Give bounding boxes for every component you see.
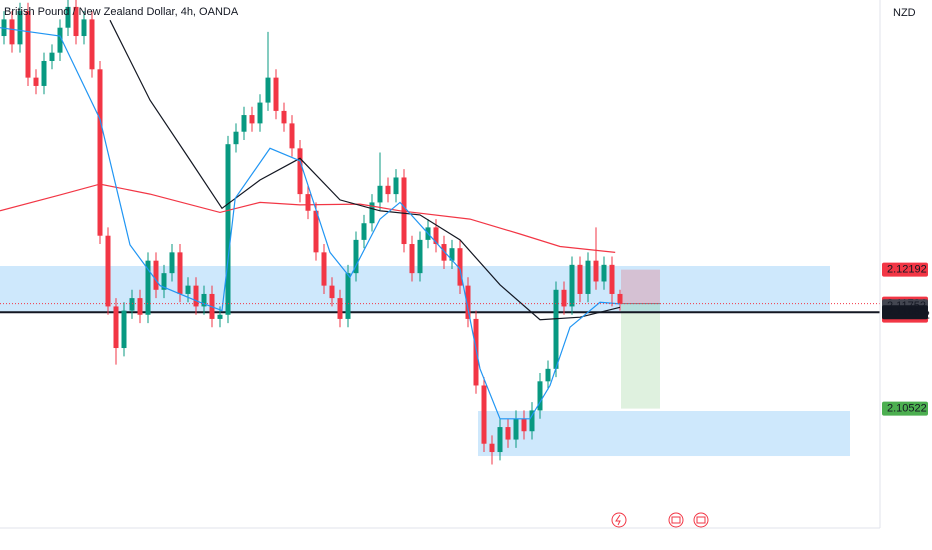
event-icon-glyph xyxy=(696,516,706,524)
candle-body xyxy=(233,131,239,145)
candle-body xyxy=(337,298,343,319)
candle-body xyxy=(329,285,335,299)
price-label-box xyxy=(882,262,928,277)
candle-body xyxy=(617,293,623,304)
candle-body xyxy=(321,252,327,286)
candle-body xyxy=(73,6,79,37)
candle-body xyxy=(25,11,31,78)
candle-body xyxy=(409,244,415,274)
candle-body xyxy=(545,368,551,382)
candle-body xyxy=(33,77,39,86)
candle-body xyxy=(385,185,391,195)
candle-body xyxy=(185,285,191,294)
event-icon[interactable] xyxy=(668,512,684,528)
candle-body xyxy=(129,298,135,311)
candle-body xyxy=(577,264,583,294)
candle-body xyxy=(177,252,183,294)
chart-title: British Pound / New Zealand Dollar, 4h, … xyxy=(4,6,239,18)
candle-body xyxy=(593,260,599,282)
price-label-box xyxy=(882,401,928,416)
candle-body xyxy=(601,264,607,282)
candle-body xyxy=(225,144,231,315)
stop-zone xyxy=(621,269,660,304)
candle-body xyxy=(105,235,111,307)
candle-body xyxy=(65,6,71,28)
event-icons xyxy=(611,512,709,528)
candle-body xyxy=(481,385,487,444)
candle-body xyxy=(169,252,175,274)
candle-body xyxy=(505,427,511,440)
candle-body xyxy=(217,314,223,319)
price-label: 2.10522 xyxy=(887,403,927,415)
candle-body xyxy=(297,148,303,195)
candle-body xyxy=(393,177,399,195)
currency: NZD xyxy=(893,7,916,19)
candle-body xyxy=(49,52,55,61)
moving-average xyxy=(109,19,621,321)
candle-body xyxy=(585,260,591,294)
candle-body xyxy=(417,239,423,274)
candle-body xyxy=(153,260,159,290)
candle-body xyxy=(353,239,359,274)
event-icon-glyph xyxy=(671,516,681,524)
candle-body xyxy=(489,443,495,453)
axes: 2.1219203:20:422.117842.117522.116802.10… xyxy=(882,262,930,416)
candle-body xyxy=(449,248,455,261)
candle-body xyxy=(281,110,287,124)
candle-body xyxy=(609,264,615,294)
candle-body xyxy=(201,293,207,307)
candle-body xyxy=(377,185,383,203)
candle-body xyxy=(273,77,279,111)
candle-body xyxy=(457,248,463,286)
moving-average xyxy=(0,183,616,253)
candle-body xyxy=(473,318,479,386)
candle-body xyxy=(465,285,471,319)
candle-body xyxy=(345,273,351,319)
candle-body xyxy=(17,11,23,45)
candle-body xyxy=(433,227,439,245)
target-zone xyxy=(621,303,660,409)
candle-body xyxy=(137,298,143,315)
moving-average xyxy=(0,27,621,420)
price-label: 2.12192 xyxy=(887,264,927,276)
candle-body xyxy=(41,60,47,86)
candle-body xyxy=(521,418,527,432)
candle-body xyxy=(57,27,63,53)
event-icon-glyph xyxy=(615,514,621,526)
event-icon[interactable] xyxy=(693,512,709,528)
candle-body xyxy=(81,19,87,37)
candle-body xyxy=(497,427,503,453)
price-label-box xyxy=(882,305,928,320)
candle-body xyxy=(161,273,167,290)
candle-body xyxy=(561,289,567,307)
candle-body xyxy=(361,223,367,240)
candle-body xyxy=(313,210,319,253)
candle-body xyxy=(289,123,295,149)
price-label: 2.11680 xyxy=(887,306,926,318)
candle-body xyxy=(121,310,127,349)
candle-body xyxy=(257,102,263,124)
candle-body xyxy=(193,285,199,307)
candle-body xyxy=(265,77,271,103)
candle-body xyxy=(369,202,375,224)
candle-body xyxy=(569,264,575,307)
plot xyxy=(0,0,880,465)
candle-body xyxy=(537,381,543,411)
candle-body xyxy=(441,244,447,261)
candle-body xyxy=(513,418,519,440)
candle-body xyxy=(89,19,95,70)
candle-body xyxy=(529,410,535,432)
event-icon[interactable] xyxy=(611,512,627,528)
candle-body xyxy=(553,289,559,369)
candle-body xyxy=(113,306,119,349)
candle-body xyxy=(9,19,15,45)
candle-body xyxy=(241,115,247,132)
candle-body xyxy=(249,115,255,124)
candle-body xyxy=(97,69,103,236)
candle-body xyxy=(145,260,151,315)
candle-body xyxy=(305,194,311,211)
